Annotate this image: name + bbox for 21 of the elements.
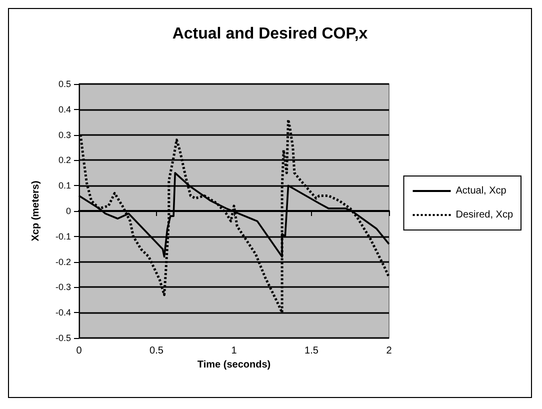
y-tick-label: -0.4 [55, 308, 71, 318]
chart-title: Actual and Desired COP,x [172, 26, 368, 42]
y-axis-title: Xcp (meters) [30, 180, 42, 242]
y-tick-label: 0.5 [58, 79, 71, 89]
y-tick-label: -0.3 [55, 282, 71, 292]
y-tick-label: 0.1 [58, 180, 71, 191]
y-tick-label: -0.5 [55, 333, 71, 343]
x-tick-label: 2 [386, 346, 392, 356]
y-tick-label: -0.2 [55, 256, 71, 267]
legend-label: Actual, Xcp [456, 186, 507, 196]
x-tick-label: 0 [76, 346, 82, 356]
x-tick-label: 0.5 [150, 346, 164, 356]
y-tick-label: 0.2 [58, 155, 71, 166]
y-tick-label: 0.3 [58, 130, 71, 140]
x-tick-label: 1 [231, 346, 238, 356]
x-tick-label: 1.5 [304, 346, 319, 356]
y-tick-label: -0.1 [55, 231, 71, 242]
legend-label: Desired, Xcp [456, 210, 514, 220]
y-tick-label: 0.4 [58, 104, 71, 114]
y-tick-label: 0 [66, 206, 71, 216]
x-axis-title: Time (seconds) [197, 360, 271, 370]
